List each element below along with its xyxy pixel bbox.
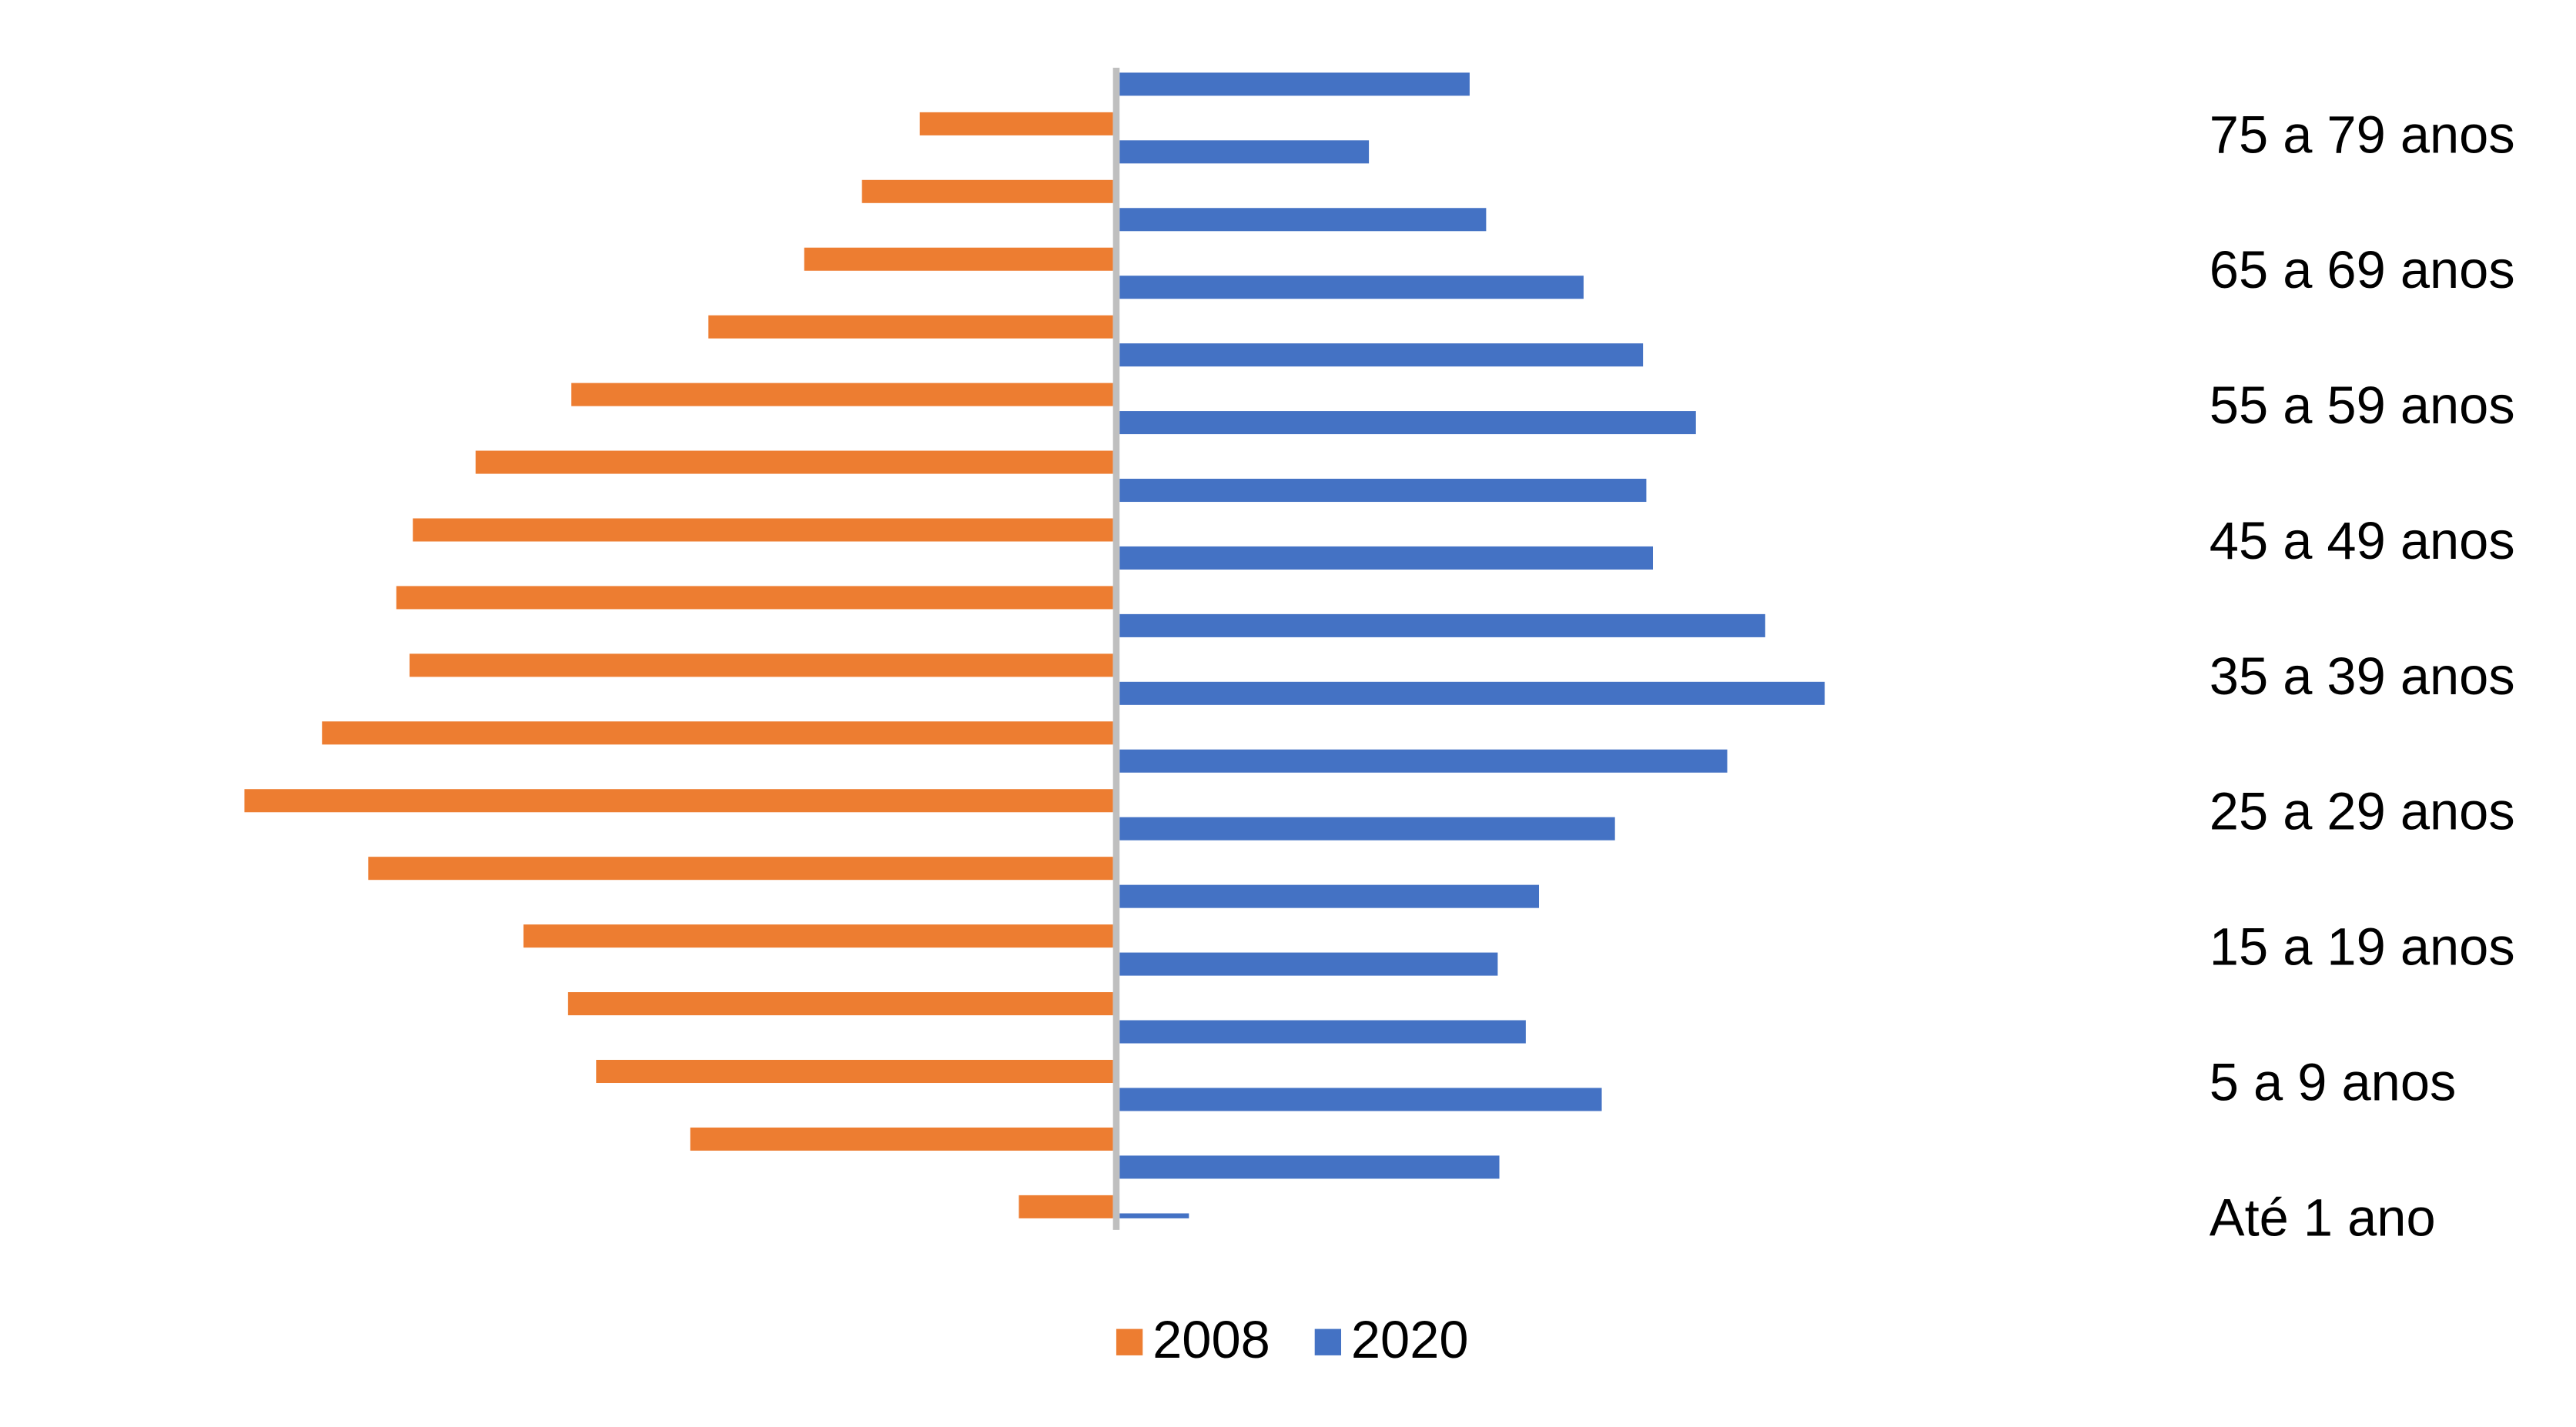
bar	[396, 586, 1113, 610]
bar	[919, 112, 1113, 135]
category-label: 45 a 49 anos	[2210, 511, 2515, 570]
category-label: Até 1 ano	[2210, 1188, 2436, 1247]
bar	[1119, 681, 1825, 705]
bar	[571, 383, 1113, 406]
bar	[475, 450, 1113, 474]
bar	[596, 1059, 1113, 1084]
legend-label: 2008	[1153, 1310, 1270, 1369]
bar	[1119, 749, 1728, 773]
bar	[1119, 1213, 1189, 1218]
category-label: 55 a 59 anos	[2210, 376, 2515, 435]
bar	[523, 924, 1113, 948]
bar	[1119, 140, 1370, 164]
bar	[409, 653, 1113, 677]
bar	[690, 1127, 1113, 1151]
bar	[804, 247, 1113, 271]
category-label: 65 a 69 anos	[2210, 240, 2515, 299]
category-label: 5 a 9 anos	[2210, 1052, 2457, 1111]
legend-swatch	[1116, 1328, 1143, 1355]
category-label: 15 a 19 anos	[2210, 917, 2515, 977]
bar	[1119, 952, 1498, 976]
bar	[322, 721, 1113, 745]
bar	[1119, 276, 1584, 299]
bar	[1119, 546, 1654, 570]
legend-label: 2020	[1351, 1310, 1469, 1369]
bar	[1119, 411, 1696, 435]
bar	[1119, 1155, 1500, 1179]
bar	[1019, 1195, 1113, 1218]
bar	[708, 315, 1113, 339]
bar	[1119, 613, 1765, 637]
bar	[368, 857, 1113, 881]
bar	[1119, 884, 1540, 908]
bar	[1119, 817, 1615, 840]
bar	[1119, 479, 1647, 503]
bar	[1119, 343, 1644, 367]
bar	[1119, 208, 1487, 232]
bar	[567, 992, 1113, 1016]
category-label: 35 a 39 anos	[2210, 647, 2515, 706]
category-label: 75 a 79 anos	[2210, 105, 2515, 164]
bar	[1119, 72, 1470, 96]
bar	[1119, 1088, 1602, 1111]
bar	[244, 789, 1113, 813]
bar	[1119, 1020, 1526, 1044]
bar	[413, 518, 1113, 542]
legend-swatch	[1314, 1328, 1342, 1355]
category-label: 25 a 29 anos	[2210, 782, 2515, 841]
bar	[861, 179, 1113, 203]
